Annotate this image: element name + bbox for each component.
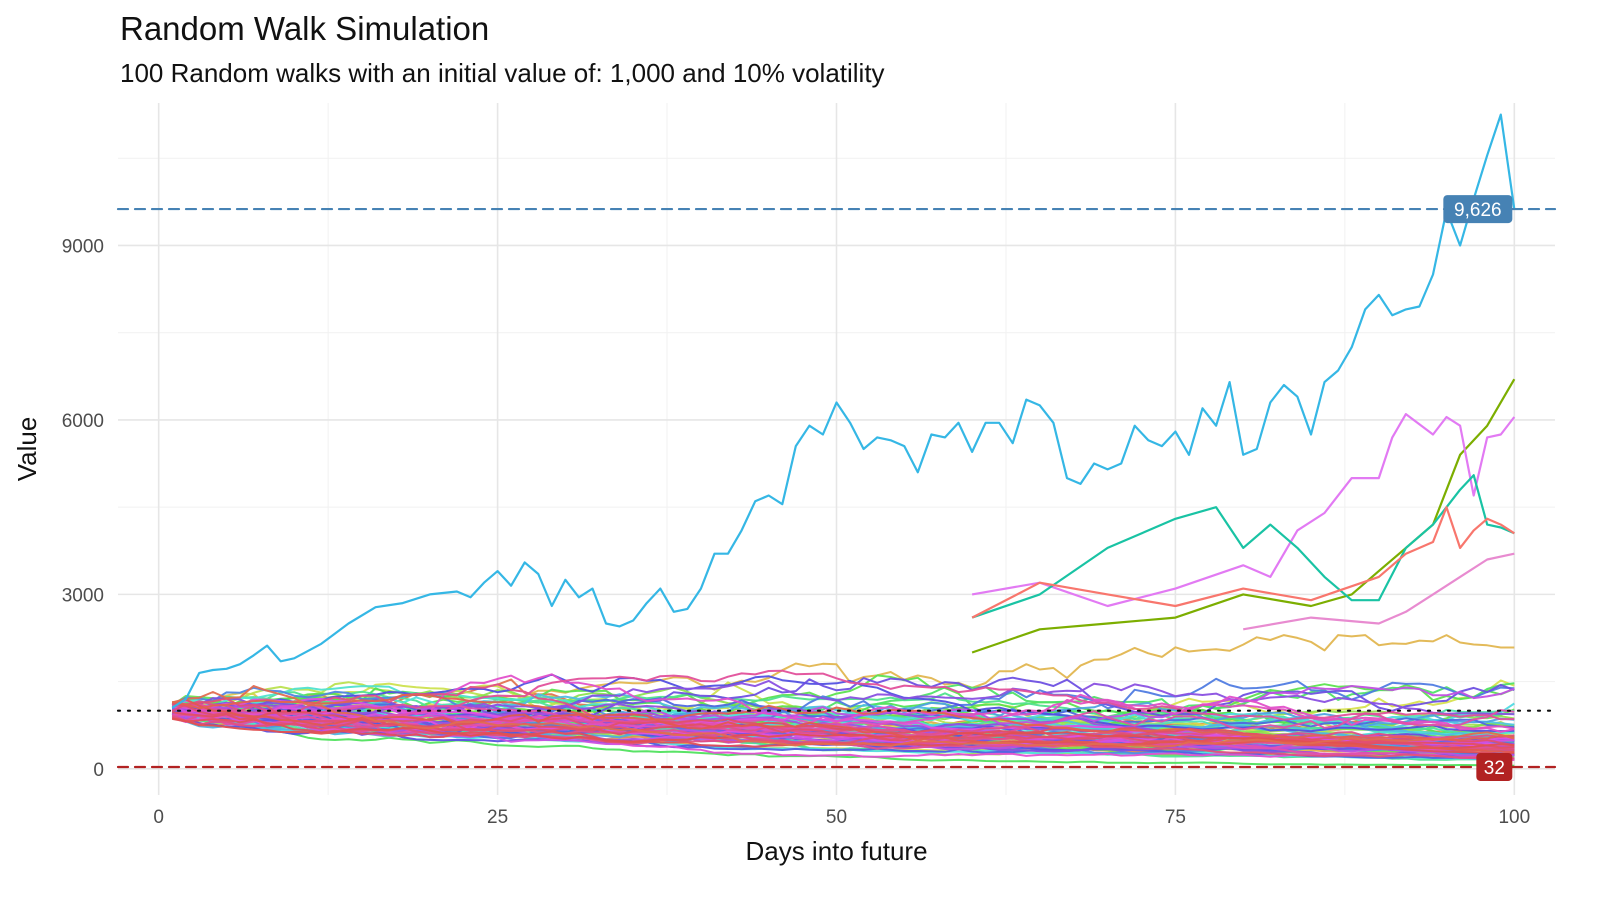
x-axis-title: Days into future <box>745 836 927 866</box>
walk-line <box>171 685 1515 748</box>
min-label-box <box>1476 752 1513 781</box>
y-tick-label: 3000 <box>62 585 104 606</box>
walk-line <box>171 712 1515 767</box>
walk-line <box>172 673 1515 733</box>
walk-line-highlight <box>971 378 1516 654</box>
axis-ticks: 0 25 50 75 100 0 3000 6000 9000 <box>62 236 1530 828</box>
reference-lines <box>116 207 1557 769</box>
x-tick-label: 0 <box>153 807 164 828</box>
walk-line <box>172 693 1515 741</box>
walk-line-highlight <box>971 413 1516 608</box>
x-tick-label: 50 <box>826 807 847 828</box>
chart-subtitle: 100 Random walks with an initial value o… <box>120 58 885 88</box>
min-label: 32 <box>1484 758 1505 779</box>
max-label-box <box>1443 195 1513 224</box>
walk-line <box>172 673 1515 733</box>
walk-line <box>171 717 1515 750</box>
walk-line <box>172 709 1515 738</box>
chart-title: Random Walk Simulation <box>120 10 490 47</box>
walk-line-highlight <box>971 474 1515 619</box>
y-axis-title: Value <box>12 417 42 482</box>
max-label: 9,626 <box>1454 200 1502 221</box>
walk-line <box>172 669 1515 721</box>
x-tick-label: 100 <box>1498 807 1530 828</box>
walk-line-highlight <box>971 506 1515 619</box>
y-tick-label: 6000 <box>62 411 104 432</box>
x-tick-label: 25 <box>487 807 508 828</box>
reference-labels: 9,626 32 <box>1443 195 1513 781</box>
series-lines <box>171 113 1516 767</box>
walk-line <box>171 698 1515 754</box>
y-tick-label: 0 <box>93 760 104 781</box>
y-tick-label: 9000 <box>62 236 104 257</box>
walk-line-highlight <box>1243 552 1515 631</box>
walk-line-highlight <box>171 113 1516 709</box>
x-tick-label: 75 <box>1165 807 1186 828</box>
